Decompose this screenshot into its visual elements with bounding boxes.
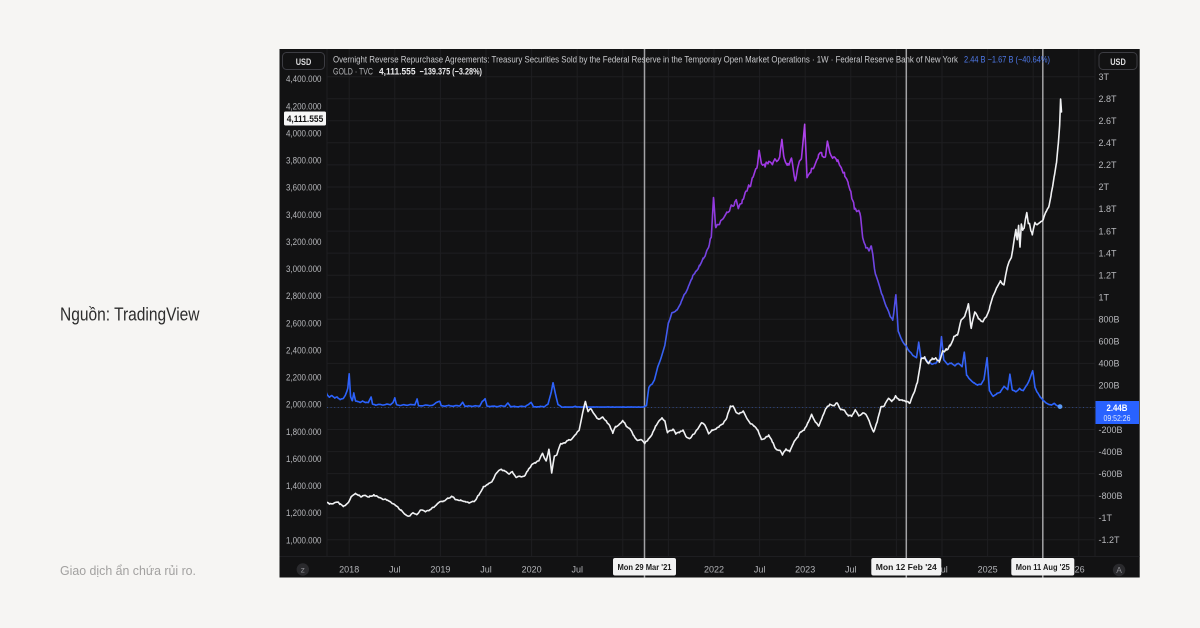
svg-text:'26: '26 (1073, 565, 1085, 575)
svg-text:1,400.000: 1,400.000 (286, 481, 322, 491)
svg-text:1.2T: 1.2T (1099, 270, 1118, 280)
svg-text:1.6T: 1.6T (1099, 226, 1118, 236)
svg-text:600B: 600B (1099, 337, 1120, 347)
svg-text:-600B: -600B (1099, 469, 1123, 479)
svg-text:2025: 2025 (978, 565, 998, 575)
svg-text:2.2T: 2.2T (1099, 160, 1118, 170)
svg-text:Mon 11 Aug '25: Mon 11 Aug '25 (1016, 562, 1070, 572)
svg-text:200B: 200B (1099, 381, 1120, 391)
svg-text:2020: 2020 (522, 565, 542, 575)
svg-text:1,600.000: 1,600.000 (286, 454, 322, 464)
svg-text:2.44 B −1.67 B (−40.64%): 2.44 B −1.67 B (−40.64%) (964, 54, 1050, 64)
svg-text:1.4T: 1.4T (1099, 248, 1118, 258)
svg-text:Jul: Jul (571, 565, 583, 575)
svg-text:USD: USD (1110, 57, 1126, 68)
svg-text:3,600.000: 3,600.000 (286, 183, 322, 193)
svg-text:GOLD · TVC: GOLD · TVC (333, 66, 374, 76)
svg-text:1.8T: 1.8T (1099, 204, 1118, 214)
svg-text:2.44B: 2.44B (1107, 403, 1128, 413)
svg-text:2022: 2022 (704, 565, 724, 575)
svg-text:400B: 400B (1099, 359, 1120, 369)
svg-text:Jul: Jul (389, 565, 401, 575)
svg-text:Mon 29 Mar '21: Mon 29 Mar '21 (618, 562, 672, 572)
svg-text:2,800.000: 2,800.000 (286, 291, 322, 301)
svg-text:Jul: Jul (936, 565, 948, 575)
svg-text:2.4T: 2.4T (1099, 138, 1118, 148)
svg-text:Giao dịch ẩn chứa rủi ro.: Giao dịch ẩn chứa rủi ro. (60, 563, 196, 578)
svg-text:3,800.000: 3,800.000 (286, 156, 322, 166)
svg-text:1,800.000: 1,800.000 (286, 427, 322, 437)
svg-text:4,111.555: 4,111.555 (287, 114, 324, 124)
svg-text:2T: 2T (1099, 182, 1110, 192)
svg-text:800B: 800B (1099, 315, 1120, 325)
svg-text:2,600.000: 2,600.000 (286, 318, 322, 328)
svg-text:-1.2T: -1.2T (1099, 535, 1121, 545)
svg-text:3,000.000: 3,000.000 (286, 264, 322, 274)
svg-text:Jul: Jul (845, 565, 857, 575)
svg-text:Jul: Jul (754, 565, 766, 575)
svg-text:2023: 2023 (795, 565, 815, 575)
svg-text:Mon 12 Feb '24: Mon 12 Feb '24 (876, 562, 937, 572)
svg-text:z: z (301, 565, 305, 575)
svg-text:2,400.000: 2,400.000 (286, 345, 322, 355)
svg-text:1,200.000: 1,200.000 (286, 508, 322, 518)
svg-text:4,000.000: 4,000.000 (286, 128, 322, 138)
svg-text:USD: USD (296, 57, 312, 68)
svg-text:2,000.000: 2,000.000 (286, 400, 322, 410)
svg-text:4,400.000: 4,400.000 (286, 74, 322, 84)
svg-text:Nguồn: TradingView: Nguồn: TradingView (60, 304, 200, 325)
svg-text:1T: 1T (1099, 292, 1110, 302)
svg-text:3,400.000: 3,400.000 (286, 210, 322, 220)
svg-text:3T: 3T (1099, 72, 1110, 82)
svg-text:-800B: -800B (1099, 491, 1123, 501)
svg-text:-400B: -400B (1099, 447, 1123, 457)
svg-text:Jul: Jul (480, 565, 492, 575)
svg-text:4,200.000: 4,200.000 (286, 101, 322, 111)
svg-text:-1T: -1T (1099, 513, 1113, 523)
svg-text:−139.375 (−3.28%): −139.375 (−3.28%) (420, 66, 483, 76)
svg-text:2.6T: 2.6T (1099, 116, 1118, 126)
svg-text:A: A (1116, 565, 1122, 575)
svg-text:4,111.555: 4,111.555 (379, 66, 416, 76)
svg-text:2018: 2018 (339, 565, 359, 575)
svg-text:-200B: -200B (1099, 425, 1123, 435)
svg-text:09:52:26: 09:52:26 (1104, 413, 1131, 423)
svg-text:2.8T: 2.8T (1099, 94, 1118, 104)
svg-text:2,200.000: 2,200.000 (286, 373, 322, 383)
svg-text:1,000.000: 1,000.000 (286, 535, 322, 545)
svg-text:2019: 2019 (430, 565, 450, 575)
svg-text:Overnight Reverse Repurchase A: Overnight Reverse Repurchase Agreements:… (333, 54, 959, 64)
svg-text:3,200.000: 3,200.000 (286, 237, 322, 247)
